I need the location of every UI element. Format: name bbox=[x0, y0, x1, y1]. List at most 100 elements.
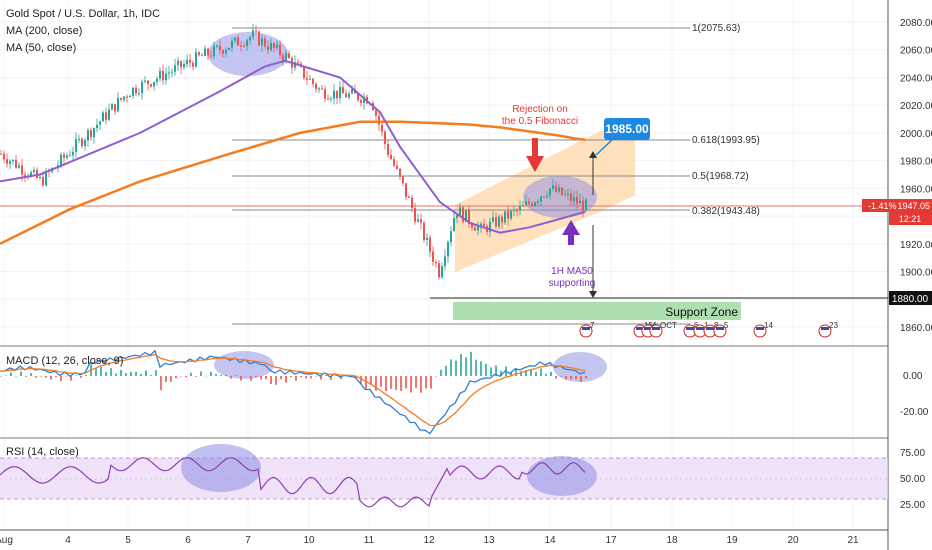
macd-histogram-bar bbox=[125, 373, 127, 376]
macd-histogram-bar bbox=[405, 376, 407, 389]
macd-histogram-bar bbox=[195, 376, 197, 377]
candle-body bbox=[198, 52, 200, 56]
candle-body bbox=[153, 82, 155, 87]
rejection-label-line1: Rejection on bbox=[512, 104, 568, 115]
support-price-tag bbox=[889, 291, 932, 305]
macd-histogram-bar bbox=[110, 368, 112, 376]
macd-histogram-bar bbox=[210, 371, 212, 376]
macd-histogram-bar bbox=[445, 365, 447, 376]
candle-body bbox=[360, 99, 362, 104]
candle-body bbox=[351, 89, 353, 94]
macd-histogram-bar bbox=[285, 376, 287, 383]
macd-histogram-bar bbox=[160, 376, 162, 391]
event-flag-stripe bbox=[582, 327, 590, 330]
time-tick-label: 10 bbox=[303, 535, 315, 546]
candle-body bbox=[84, 140, 86, 147]
candle-body bbox=[177, 60, 179, 66]
candle-body bbox=[234, 37, 236, 41]
candle-body bbox=[30, 172, 32, 177]
candle-body bbox=[375, 110, 377, 116]
current-price-label: 1947.05 bbox=[897, 201, 930, 211]
macd-histogram-bar bbox=[415, 376, 417, 388]
candle-body bbox=[543, 196, 545, 198]
price-tick-label: 1960.00 bbox=[900, 184, 932, 195]
candle-body bbox=[573, 197, 575, 202]
macd-histogram-bar bbox=[105, 372, 107, 376]
candle-body bbox=[495, 217, 497, 227]
macd-histogram-bar bbox=[295, 376, 297, 381]
candle-body bbox=[174, 65, 176, 72]
candle-body bbox=[249, 37, 251, 41]
candle-body bbox=[564, 194, 566, 196]
candle-body bbox=[216, 45, 218, 47]
candle-body bbox=[63, 154, 65, 158]
event-markers: 7154OCT61851423 bbox=[579, 321, 838, 338]
candle-body bbox=[465, 210, 467, 222]
macd-histogram-bar bbox=[305, 376, 307, 379]
rsi-highlight-ellipse-left bbox=[181, 444, 261, 492]
event-flag-stripe bbox=[706, 327, 714, 330]
candle-body bbox=[285, 53, 287, 60]
macd-histogram-bar bbox=[0, 376, 2, 377]
macd-histogram-bar bbox=[315, 376, 317, 377]
macd-histogram-bar bbox=[130, 371, 132, 376]
macd-histogram-bar bbox=[545, 373, 547, 376]
candle-body bbox=[231, 40, 233, 48]
event-label: 8 bbox=[714, 321, 719, 330]
fib-label-1: 1(2075.63) bbox=[692, 23, 740, 34]
projection-arrowhead-up-icon bbox=[589, 151, 597, 158]
candle-body bbox=[402, 176, 404, 184]
macd-histogram-bar bbox=[15, 375, 17, 377]
macd-line bbox=[0, 349, 586, 435]
candle-body bbox=[66, 155, 68, 158]
candle-body bbox=[546, 195, 548, 197]
macd-histogram-bar bbox=[250, 376, 252, 381]
time-tick-label: 20 bbox=[787, 535, 799, 546]
time-tick-label: 19 bbox=[726, 535, 738, 546]
macd-histogram-bar bbox=[480, 361, 482, 376]
candle-body bbox=[504, 211, 506, 223]
candle-body bbox=[483, 223, 485, 227]
price-tick-label: 1900.00 bbox=[900, 268, 932, 279]
candle-body bbox=[531, 203, 533, 206]
candle-body bbox=[489, 221, 491, 232]
macd-histogram-bar bbox=[380, 376, 382, 387]
rsi-legend[interactable]: RSI (14, close) bbox=[6, 446, 79, 458]
current-price-tag bbox=[862, 199, 932, 212]
candle-body bbox=[0, 153, 2, 155]
candle-body bbox=[204, 48, 206, 56]
rsi-tick-1: 50.00 bbox=[900, 474, 925, 485]
candle-body bbox=[327, 98, 329, 100]
candle-body bbox=[405, 183, 407, 197]
ma50-legend[interactable]: MA (50, close) bbox=[6, 42, 76, 54]
candle-body bbox=[498, 216, 500, 227]
macd-histogram-bar bbox=[390, 376, 392, 389]
candle-body bbox=[357, 93, 359, 100]
macd-histogram-bar bbox=[560, 375, 562, 377]
macd-legend[interactable]: MACD (12, 26, close, 9) bbox=[6, 355, 123, 367]
price-tick-label: 2080.00 bbox=[900, 18, 932, 29]
ma200-legend[interactable]: MA (200, close) bbox=[6, 25, 82, 37]
price-tick-label: 1980.00 bbox=[900, 157, 932, 168]
event-label: 5 bbox=[724, 321, 729, 330]
candle-body bbox=[336, 90, 338, 99]
macd-histogram-bar bbox=[145, 370, 147, 376]
time-tick-label: 11 bbox=[364, 535, 375, 546]
time-tick-label: 4 bbox=[65, 535, 71, 546]
candle-body bbox=[255, 30, 257, 32]
price-tick-label: 1920.00 bbox=[900, 240, 932, 251]
candle-body bbox=[246, 40, 248, 46]
macd-histogram-bar bbox=[20, 371, 22, 376]
time-tick-label: 5 bbox=[125, 535, 131, 546]
macd-histogram-bar bbox=[135, 371, 137, 376]
candle-body bbox=[399, 168, 401, 177]
candle-body bbox=[471, 223, 473, 228]
support-zone bbox=[453, 302, 741, 320]
candle-body bbox=[456, 215, 458, 218]
rejection-label-line2: the 0.5 Fibonacci bbox=[502, 116, 578, 127]
macd-histogram-bar bbox=[485, 363, 487, 376]
time-axis[interactable]: Aug 4 5 6 7 10 11 12 13 14 17 18 19 20 21 bbox=[0, 535, 859, 546]
macd-histogram-bar bbox=[5, 375, 7, 377]
candle-body bbox=[513, 209, 515, 211]
macd-histogram-bar bbox=[60, 376, 62, 382]
